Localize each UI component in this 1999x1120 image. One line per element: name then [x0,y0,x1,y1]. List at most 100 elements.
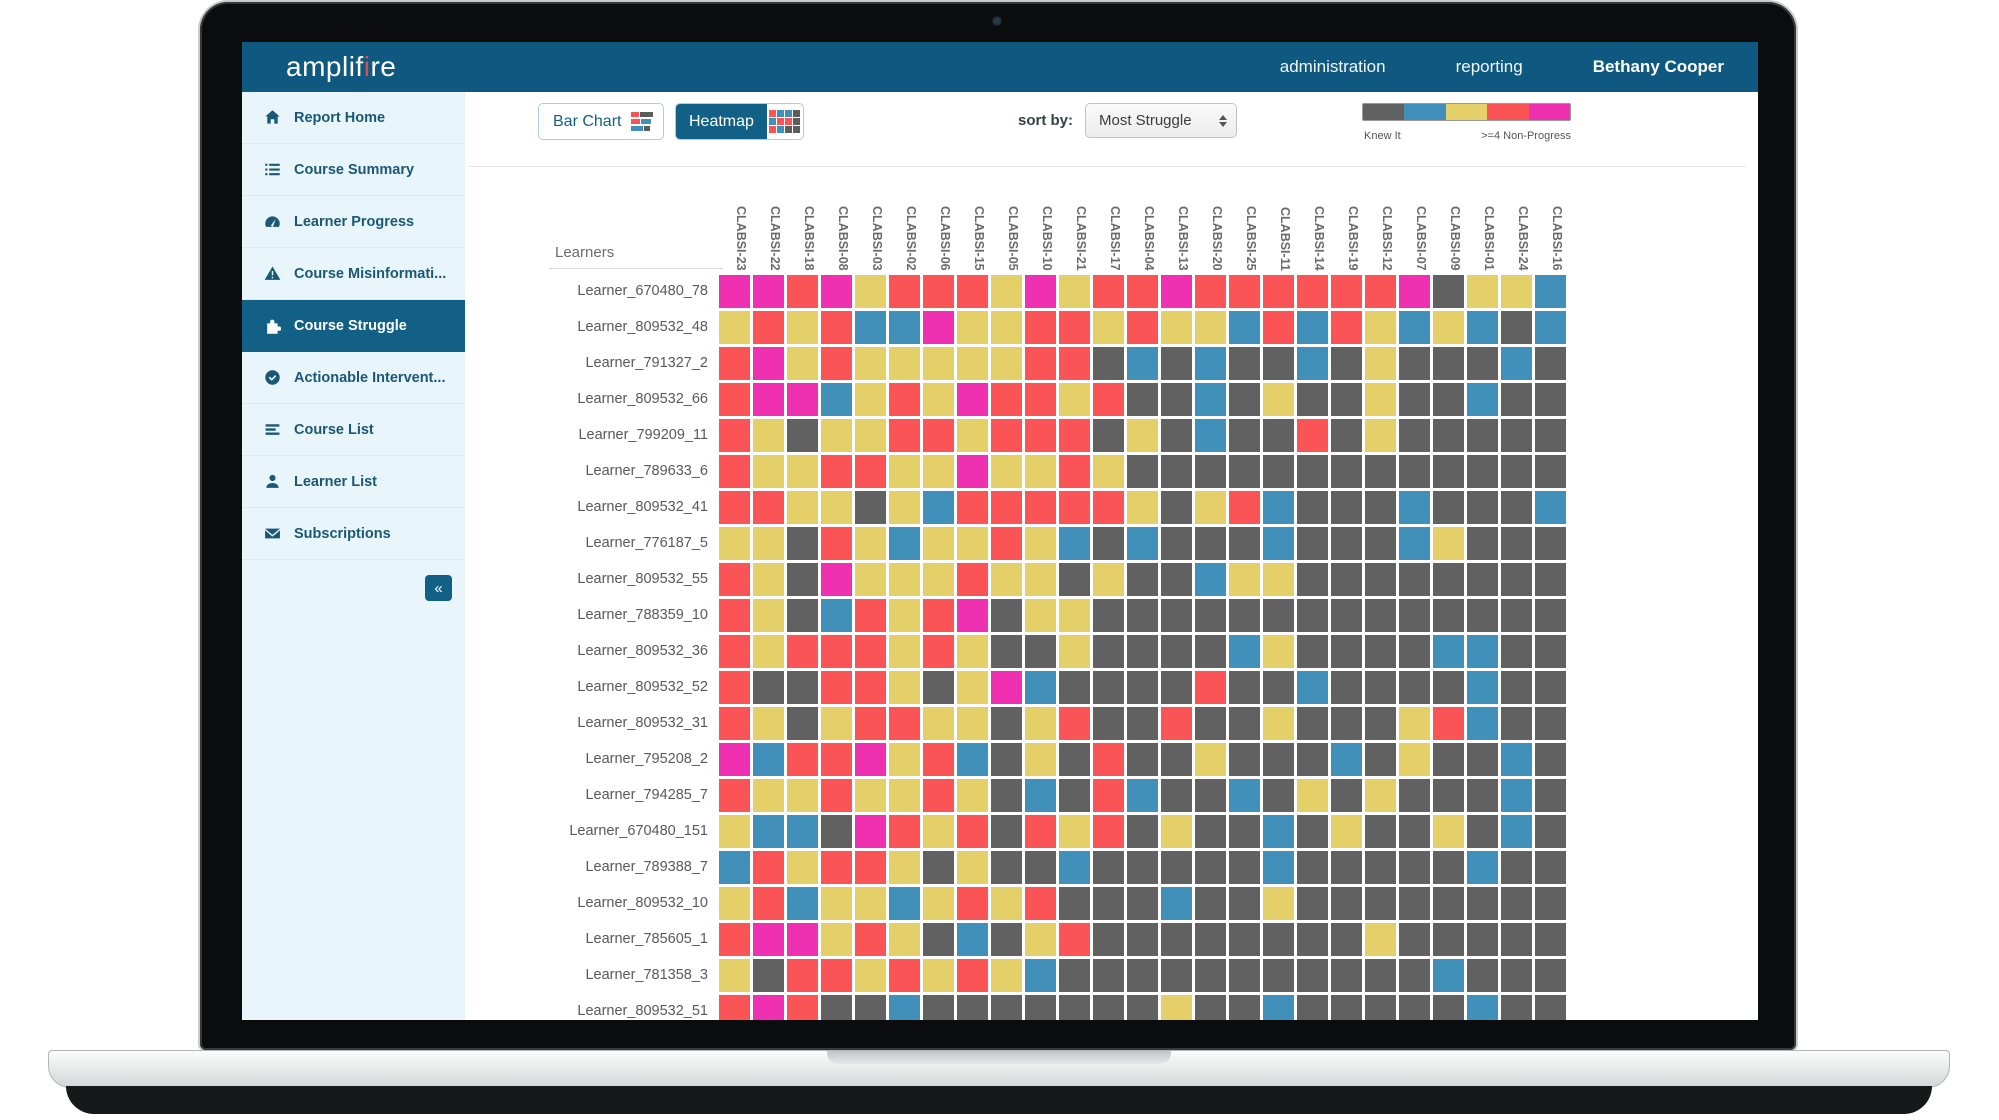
heatmap-cell[interactable] [1297,526,1328,560]
heatmap-cell[interactable] [1331,346,1362,380]
heatmap-cell[interactable] [855,562,886,596]
heatmap-cell[interactable] [957,850,988,884]
heatmap-cell[interactable] [787,454,818,488]
heatmap-cell[interactable] [1535,526,1566,560]
heatmap-cell[interactable] [1195,382,1226,416]
heatmap-cell[interactable] [1297,418,1328,452]
heatmap-cell[interactable] [1399,598,1430,632]
heatmap-cell[interactable] [1229,382,1260,416]
heatmap-cell[interactable] [719,274,750,308]
heatmap-cell[interactable] [1093,634,1124,668]
heatmap-cell[interactable] [1331,634,1362,668]
heatmap-cell[interactable] [855,778,886,812]
heatmap-cell[interactable] [923,706,954,740]
heatmap-cell[interactable] [957,454,988,488]
heatmap-cell[interactable] [1161,346,1192,380]
heatmap-cell[interactable] [855,310,886,344]
heatmap-cell[interactable] [1127,418,1158,452]
nav-link-administration[interactable]: administration [1279,57,1386,76]
sidebar-item-actionable-intervent[interactable]: Actionable Intervent... [242,352,465,404]
heatmap-cell[interactable] [1025,490,1056,524]
heatmap-cell[interactable] [1263,598,1294,632]
heatmap-cell[interactable] [821,886,852,920]
heatmap-cell[interactable] [821,922,852,956]
heatmap-cell[interactable] [1025,382,1056,416]
heatmap-cell[interactable] [1263,886,1294,920]
heatmap-cell[interactable] [855,958,886,992]
heatmap-cell[interactable] [1501,814,1532,848]
heatmap-cell[interactable] [1467,598,1498,632]
heatmap-cell[interactable] [821,814,852,848]
heatmap-cell[interactable] [1365,778,1396,812]
heatmap-cell[interactable] [1161,454,1192,488]
heatmap-cell[interactable] [889,706,920,740]
heatmap-cell[interactable] [1025,958,1056,992]
heatmap-cell[interactable] [1467,310,1498,344]
heatmap-cell[interactable] [1433,814,1464,848]
heatmap-cell[interactable] [1229,778,1260,812]
heatmap-cell[interactable] [787,706,818,740]
sort-select[interactable]: Most Struggle [1085,103,1237,138]
heatmap-cell[interactable] [923,598,954,632]
heatmap-cell[interactable] [855,598,886,632]
heatmap-cell[interactable] [719,958,750,992]
heatmap-cell[interactable] [1263,346,1294,380]
heatmap-cell[interactable] [1331,850,1362,884]
heatmap-cell[interactable] [787,382,818,416]
heatmap-cell[interactable] [1059,454,1090,488]
heatmap-cell[interactable] [991,382,1022,416]
heatmap-cell[interactable] [821,994,852,1020]
heatmap-cell[interactable] [1059,922,1090,956]
heatmap-cell[interactable] [855,886,886,920]
heatmap-cell[interactable] [753,454,784,488]
heatmap-cell[interactable] [1535,274,1566,308]
heatmap-cell[interactable] [1535,382,1566,416]
heatmap-cell[interactable] [787,670,818,704]
heatmap-cell[interactable] [991,418,1022,452]
heatmap-cell[interactable] [1229,742,1260,776]
heatmap-cell[interactable] [1501,310,1532,344]
heatmap-cell[interactable] [719,778,750,812]
heatmap-cell[interactable] [1161,670,1192,704]
heatmap-cell[interactable] [1127,634,1158,668]
heatmap-cell[interactable] [889,994,920,1020]
heatmap-cell[interactable] [1331,418,1362,452]
heatmap-cell[interactable] [1263,454,1294,488]
heatmap-cell[interactable] [1025,562,1056,596]
heatmap-cell[interactable] [1331,886,1362,920]
heatmap-cell[interactable] [1501,490,1532,524]
sidebar-item-learner-list[interactable]: Learner List [242,456,465,508]
heatmap-cell[interactable] [889,634,920,668]
heatmap-cell[interactable] [719,382,750,416]
heatmap-cell[interactable] [1535,490,1566,524]
heatmap-cell[interactable] [1433,634,1464,668]
heatmap-cell[interactable] [1059,706,1090,740]
heatmap-cell[interactable] [1025,742,1056,776]
heatmap-cell[interactable] [991,634,1022,668]
heatmap-cell[interactable] [1297,922,1328,956]
heatmap-cell[interactable] [957,346,988,380]
heatmap-cell[interactable] [1467,670,1498,704]
heatmap-cell[interactable] [1229,418,1260,452]
heatmap-cell[interactable] [957,706,988,740]
heatmap-cell[interactable] [1263,490,1294,524]
heatmap-cell[interactable] [855,670,886,704]
heatmap-cell[interactable] [1263,742,1294,776]
heatmap-button[interactable]: Heatmap [675,103,804,140]
heatmap-cell[interactable] [1093,562,1124,596]
heatmap-cell[interactable] [1093,778,1124,812]
heatmap-cell[interactable] [787,346,818,380]
heatmap-cell[interactable] [889,526,920,560]
heatmap-cell[interactable] [1501,742,1532,776]
heatmap-cell[interactable] [957,634,988,668]
heatmap-cell[interactable] [889,454,920,488]
heatmap-cell[interactable] [753,562,784,596]
heatmap-cell[interactable] [991,274,1022,308]
heatmap-cell[interactable] [1433,562,1464,596]
heatmap-cell[interactable] [1331,742,1362,776]
heatmap-cell[interactable] [1093,346,1124,380]
heatmap-cell[interactable] [1467,562,1498,596]
heatmap-cell[interactable] [1297,814,1328,848]
heatmap-cell[interactable] [1501,778,1532,812]
heatmap-cell[interactable] [1025,454,1056,488]
